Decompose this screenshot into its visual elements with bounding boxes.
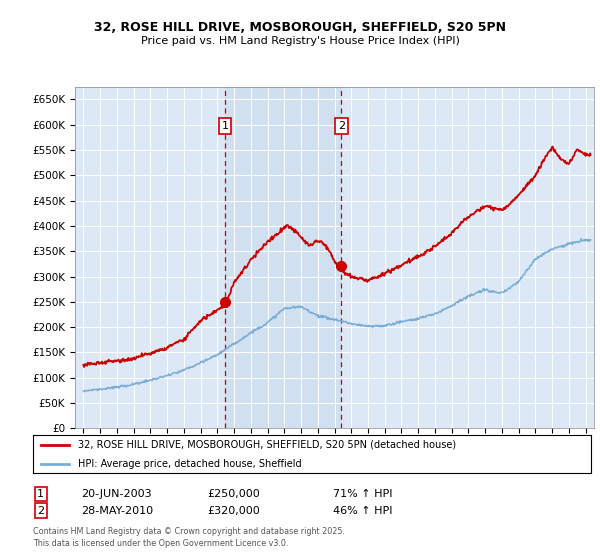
Text: 28-MAY-2010: 28-MAY-2010 bbox=[81, 506, 153, 516]
Text: 2: 2 bbox=[37, 506, 44, 516]
Text: 20-JUN-2003: 20-JUN-2003 bbox=[81, 489, 152, 499]
Text: HPI: Average price, detached house, Sheffield: HPI: Average price, detached house, Shef… bbox=[77, 459, 301, 469]
Bar bbox=[225, 87, 341, 428]
Text: 1: 1 bbox=[221, 121, 229, 131]
Text: 71% ↑ HPI: 71% ↑ HPI bbox=[333, 489, 392, 499]
Text: £250,000: £250,000 bbox=[207, 489, 260, 499]
Text: 1: 1 bbox=[37, 489, 44, 499]
Text: Contains HM Land Registry data © Crown copyright and database right 2025.
This d: Contains HM Land Registry data © Crown c… bbox=[33, 527, 345, 548]
Text: 32, ROSE HILL DRIVE, MOSBOROUGH, SHEFFIELD, S20 5PN: 32, ROSE HILL DRIVE, MOSBOROUGH, SHEFFIE… bbox=[94, 21, 506, 34]
Text: Price paid vs. HM Land Registry's House Price Index (HPI): Price paid vs. HM Land Registry's House … bbox=[140, 36, 460, 46]
Text: 46% ↑ HPI: 46% ↑ HPI bbox=[333, 506, 392, 516]
Text: 32, ROSE HILL DRIVE, MOSBOROUGH, SHEFFIELD, S20 5PN (detached house): 32, ROSE HILL DRIVE, MOSBOROUGH, SHEFFIE… bbox=[77, 440, 456, 450]
Text: 2: 2 bbox=[338, 121, 345, 131]
Text: £320,000: £320,000 bbox=[207, 506, 260, 516]
